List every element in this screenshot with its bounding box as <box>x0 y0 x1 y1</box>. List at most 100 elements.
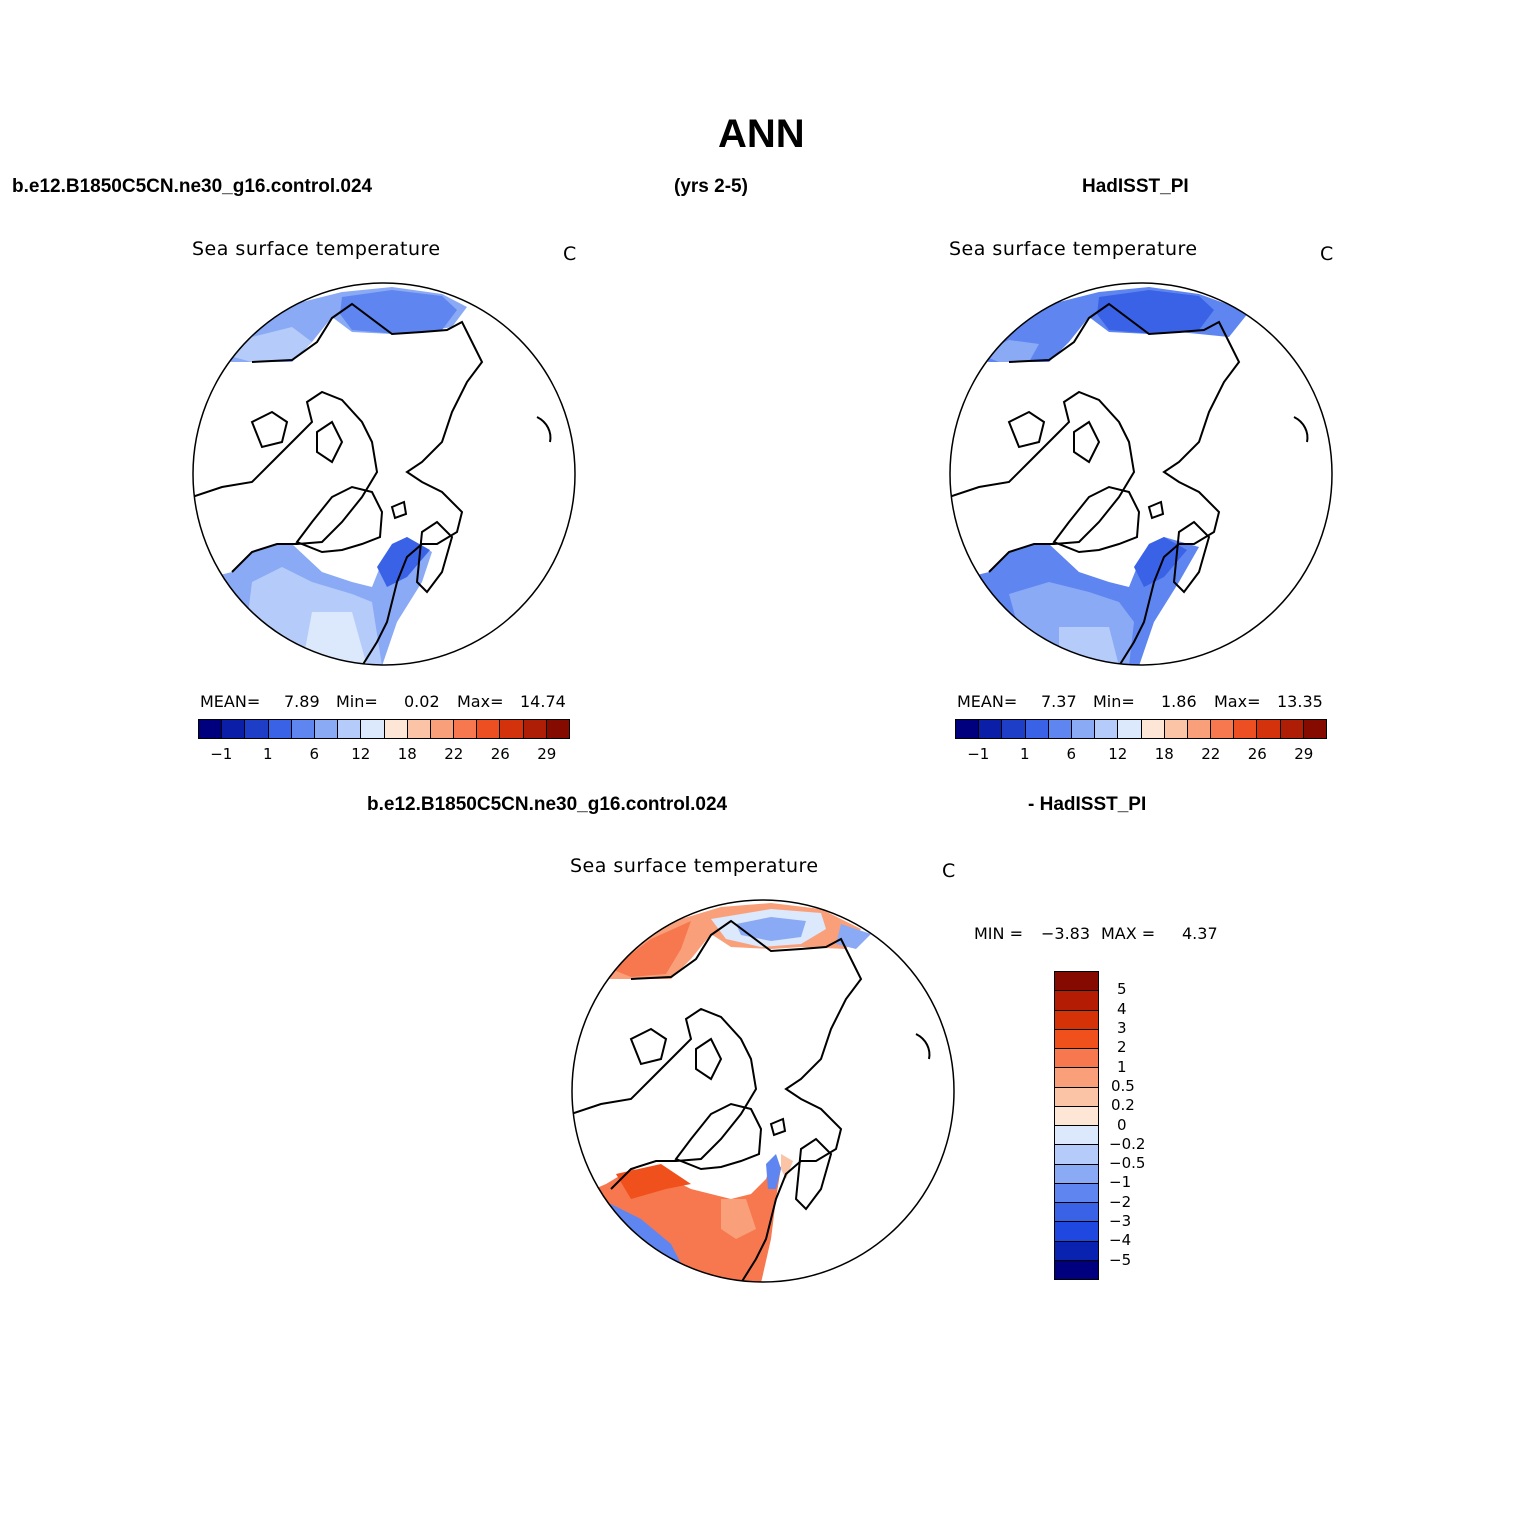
obs-units-label: C <box>1320 243 1334 265</box>
obs-colorbar-cell <box>1303 720 1326 738</box>
diff-colorbar-tick-label: −5 <box>1109 1250 1132 1269</box>
diff-colorbar-tick-label: 4 <box>1117 999 1127 1018</box>
diff-min-label: MIN = <box>974 924 1023 943</box>
figure-title: ANN <box>718 112 805 156</box>
obs-colorbar-cell <box>1141 720 1165 738</box>
diff-colorbar-tick-label: 2 <box>1117 1038 1127 1057</box>
diff-colorbar-cell <box>1055 1049 1098 1069</box>
model-colorbar-tick-label: 12 <box>351 745 371 763</box>
obs-mean-label: MEAN= <box>957 692 1018 711</box>
diff-colorbar-cell <box>1055 1260 1098 1279</box>
diff-colorbar-tick-label: 5 <box>1117 980 1127 999</box>
model-colorbar-cell <box>361 720 385 738</box>
diff-colorbar-cell <box>1055 1126 1098 1146</box>
obs-colorbar-cell <box>1118 720 1142 738</box>
diff-colorbar-tick-label: −2 <box>1109 1192 1132 1211</box>
diff-colorbar-tick-label: 1 <box>1117 1057 1127 1076</box>
model-max-label: Max= <box>457 692 504 711</box>
obs-colorbar-cell <box>1211 720 1235 738</box>
diff-colorbar-cell <box>1055 1087 1098 1107</box>
diff-colorbar-cell <box>1055 972 1098 992</box>
model-colorbar-cell <box>546 720 569 738</box>
diff-colorbar-tick-label: 0 <box>1117 1115 1127 1134</box>
diff-colorbar-cell <box>1055 1222 1098 1242</box>
greenland-coast <box>295 485 384 554</box>
model-variable-label: Sea surface temperature <box>192 238 441 260</box>
diff-colorbar-tick-label: −0.5 <box>1109 1154 1146 1173</box>
eurasia-coast <box>251 302 484 665</box>
obs-max-label: Max= <box>1214 692 1261 711</box>
diff-colorbar-tick-label: −3 <box>1109 1212 1132 1231</box>
north-america-coast <box>193 390 379 573</box>
model-colorbar-cell <box>314 720 339 738</box>
model-colorbar-cell <box>291 720 315 738</box>
obs-min-value: 1.86 <box>1161 692 1197 711</box>
diff-colorbar-cell <box>1055 1145 1098 1165</box>
obs-mean-value: 7.37 <box>1041 692 1077 711</box>
model-max-value: 14.74 <box>520 692 566 711</box>
obs-colorbar-cell <box>956 720 980 738</box>
diff-colorbar-tick-label: 3 <box>1117 1018 1127 1037</box>
diff-colorbar-cell <box>1055 1010 1098 1030</box>
model-case-header: b.e12.B1850C5CN.ne30_g16.control.024 <box>12 176 373 197</box>
model-colorbar-cell <box>523 720 547 738</box>
model-colorbar-cell <box>407 720 431 738</box>
diff-header-right: - HadISST_PI <box>1028 794 1147 815</box>
model-colorbar-cell <box>222 720 246 738</box>
model-colorbar-cell <box>384 720 408 738</box>
obs-colorbar-tick-label: 26 <box>1247 745 1267 763</box>
model-polar-map <box>192 282 576 666</box>
obs-colorbar-cell <box>1002 720 1026 738</box>
obs-colorbar-tick-label: 6 <box>1066 745 1077 763</box>
obs-colorbar-cell <box>1095 720 1119 738</box>
diff-max-label: MAX = <box>1101 924 1156 943</box>
diff-colorbar-cell <box>1055 1241 1098 1261</box>
model-colorbar-cell <box>500 720 524 738</box>
obs-colorbar-cell <box>1257 720 1281 738</box>
obs-colorbar-cell <box>1164 720 1188 738</box>
obs-colorbar-tick-label: −1 <box>967 745 990 763</box>
diff-variable-label: Sea surface temperature <box>570 855 819 877</box>
obs-polar-map <box>949 282 1333 666</box>
model-colorbar-cell <box>268 720 292 738</box>
obs-colorbar-tick-label: 18 <box>1154 745 1174 763</box>
model-colorbar-cell <box>245 720 269 738</box>
diff-header-left: b.e12.B1850C5CN.ne30_g16.control.024 <box>367 794 728 815</box>
diff-max-value: 4.37 <box>1182 924 1218 943</box>
obs-colorbar-tick-label: 12 <box>1108 745 1128 763</box>
model-colorbar-tick-label: 22 <box>444 745 464 763</box>
diff-min-value: −3.83 <box>1041 924 1091 943</box>
diff-colorbar-tick-label: 0.2 <box>1111 1096 1135 1115</box>
diff-colorbar-cell <box>1055 991 1098 1011</box>
model-colorbar-tick-label: 26 <box>490 745 510 763</box>
model-colorbar-cell <box>338 720 362 738</box>
obs-colorbar-tick-label: 1 <box>1019 745 1030 763</box>
obs-min-label: Min= <box>1093 692 1135 711</box>
obs-colorbar-cell <box>1048 720 1072 738</box>
obs-header: HadISST_PI <box>1082 176 1189 197</box>
diff-colorbar-tick-label: −4 <box>1109 1231 1132 1250</box>
diff-colorbar-cell <box>1055 1029 1098 1049</box>
obs-colorbar-cell <box>1187 720 1212 738</box>
model-colorbar-tick-label: 29 <box>537 745 557 763</box>
model-colorbar-cell <box>454 720 478 738</box>
obs-max-value: 13.35 <box>1277 692 1323 711</box>
diff-colorbar-cell <box>1055 1183 1098 1203</box>
model-colorbar-cell <box>199 720 223 738</box>
pacific-cold-shade <box>340 290 457 334</box>
diff-colorbar-cell <box>1055 1203 1098 1223</box>
diff-units-label: C <box>942 860 956 882</box>
obs-colorbar-cell <box>1025 720 1049 738</box>
model-mean-value: 7.89 <box>284 692 320 711</box>
model-colorbar-tick-label: −1 <box>210 745 233 763</box>
obs-colorbar-cell <box>979 720 1003 738</box>
diff-colorbar <box>1054 971 1099 1280</box>
diff-polar-map <box>571 899 955 1283</box>
diff-colorbar-cell <box>1055 1164 1098 1184</box>
model-colorbar-cell <box>477 720 501 738</box>
obs-colorbar <box>955 719 1327 739</box>
diff-colorbar-tick-label: 0.5 <box>1111 1076 1135 1095</box>
model-colorbar-tick-label: 1 <box>262 745 273 763</box>
years-header: (yrs 2-5) <box>674 176 748 197</box>
obs-colorbar-tick-label: 29 <box>1294 745 1314 763</box>
